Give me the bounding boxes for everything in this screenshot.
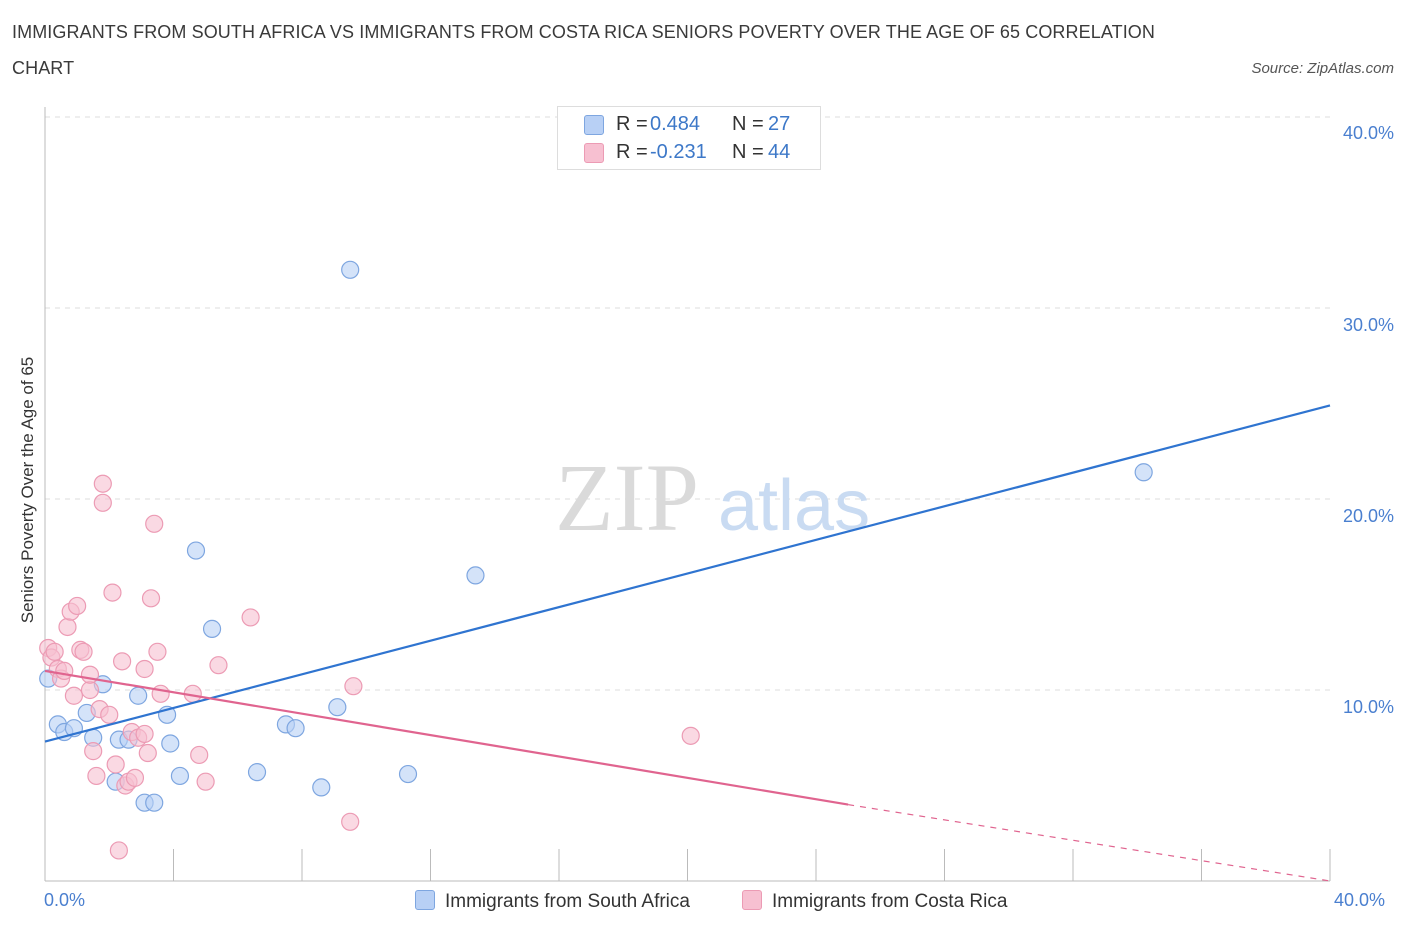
- costa-rica-point: [112, 652, 132, 671]
- costa-rica-point: [344, 677, 363, 696]
- south-africa-point: [202, 619, 222, 638]
- n-value: 27: [768, 113, 791, 135]
- costa-rica-point: [135, 724, 154, 744]
- series-name: Immigrants from Costa Rica: [772, 891, 1008, 912]
- y-tick-label: 30.0%: [1342, 315, 1394, 335]
- r-value: 0.484: [650, 113, 701, 135]
- costa-rica-point: [45, 642, 64, 661]
- costa-rica-point: [141, 589, 161, 608]
- costa-rica-point: [341, 812, 360, 831]
- costa-rica-point: [196, 772, 215, 791]
- pink-swatch: [742, 890, 762, 910]
- costa-rica-point: [74, 642, 93, 661]
- r-label: R =: [616, 113, 648, 135]
- costa-rica-point: [93, 493, 112, 512]
- south-africa-point: [286, 719, 305, 738]
- costa-rica-point: [125, 768, 145, 787]
- costa-rica-point: [103, 583, 122, 602]
- south-africa-point: [341, 260, 360, 279]
- y-tick-label: 20.0%: [1342, 506, 1394, 526]
- costa-rica-point: [209, 656, 228, 675]
- n-label: N =: [732, 113, 764, 135]
- costa-rica-point: [64, 686, 84, 705]
- costa-rica-point: [58, 617, 77, 637]
- r-label: R =: [616, 141, 648, 163]
- costa-rica-point: [55, 661, 74, 681]
- series-legend-south-africa[interactable]: Immigrants from South Africa: [415, 890, 690, 913]
- y-tick-label: 10.0%: [1342, 697, 1394, 717]
- costa-rica-point: [681, 726, 700, 745]
- correlation-legend: R = 0.484 N = 27 R = -0.231 N = 44: [557, 106, 821, 170]
- n-value: 44: [768, 141, 791, 163]
- chart-title: IMMIGRANTS FROM SOUTH AFRICA VS IMMIGRAN…: [12, 22, 1155, 78]
- costa-rica-point: [80, 680, 100, 700]
- costa-rica-point: [100, 705, 119, 724]
- south-africa-point: [186, 541, 206, 560]
- blue-swatch: [584, 115, 604, 135]
- costa-rica-point: [68, 596, 87, 616]
- costa-rica-point: [190, 745, 209, 765]
- south-africa-point: [1134, 463, 1153, 482]
- costa-rica-point: [241, 608, 260, 627]
- pink-swatch: [584, 143, 604, 163]
- south-africa-point: [466, 566, 485, 585]
- costa-rica-point: [145, 514, 164, 533]
- costa-rica-point: [151, 684, 170, 703]
- n-label: N =: [732, 141, 764, 163]
- south-africa-point: [145, 793, 164, 812]
- r-value: -0.231: [650, 141, 707, 163]
- costa-rica-point: [106, 755, 125, 774]
- south-africa-trendline: [44, 404, 1331, 743]
- south-africa-point: [398, 764, 418, 784]
- costa-rica-point: [84, 742, 103, 761]
- south-africa-point: [312, 778, 331, 797]
- costa-rica-point: [135, 659, 154, 679]
- x-tick-label-max: 40.0%: [1334, 890, 1386, 910]
- costa-rica-point: [109, 841, 128, 860]
- south-africa-point: [170, 766, 190, 786]
- blue-swatch: [415, 890, 435, 910]
- costa-rica-point: [138, 743, 157, 763]
- series-legend-costa-rica[interactable]: Immigrants from Costa Rica: [742, 890, 1007, 913]
- series-name: Immigrants from South Africa: [445, 891, 690, 912]
- south-africa-point: [161, 734, 180, 753]
- costa-rica-point: [80, 665, 100, 684]
- costa-rica-point: [87, 766, 106, 786]
- costa-rica-point: [148, 642, 167, 661]
- costa-rica-trendline: [44, 669, 849, 806]
- y-tick-label: 40.0%: [1342, 123, 1394, 143]
- south-africa-point: [129, 686, 148, 705]
- south-africa-point: [328, 698, 347, 717]
- costa-rica-point: [93, 474, 112, 493]
- x-tick-label-min: 0.0%: [44, 890, 86, 910]
- costa-rica-trendline-extension: [848, 804, 1331, 882]
- source-label: Source: ZipAtlas.com: [1251, 60, 1394, 77]
- south-africa-point: [247, 763, 267, 782]
- watermark-zip: ZIP: [555, 444, 699, 551]
- watermark-atlas: atlas: [718, 466, 870, 546]
